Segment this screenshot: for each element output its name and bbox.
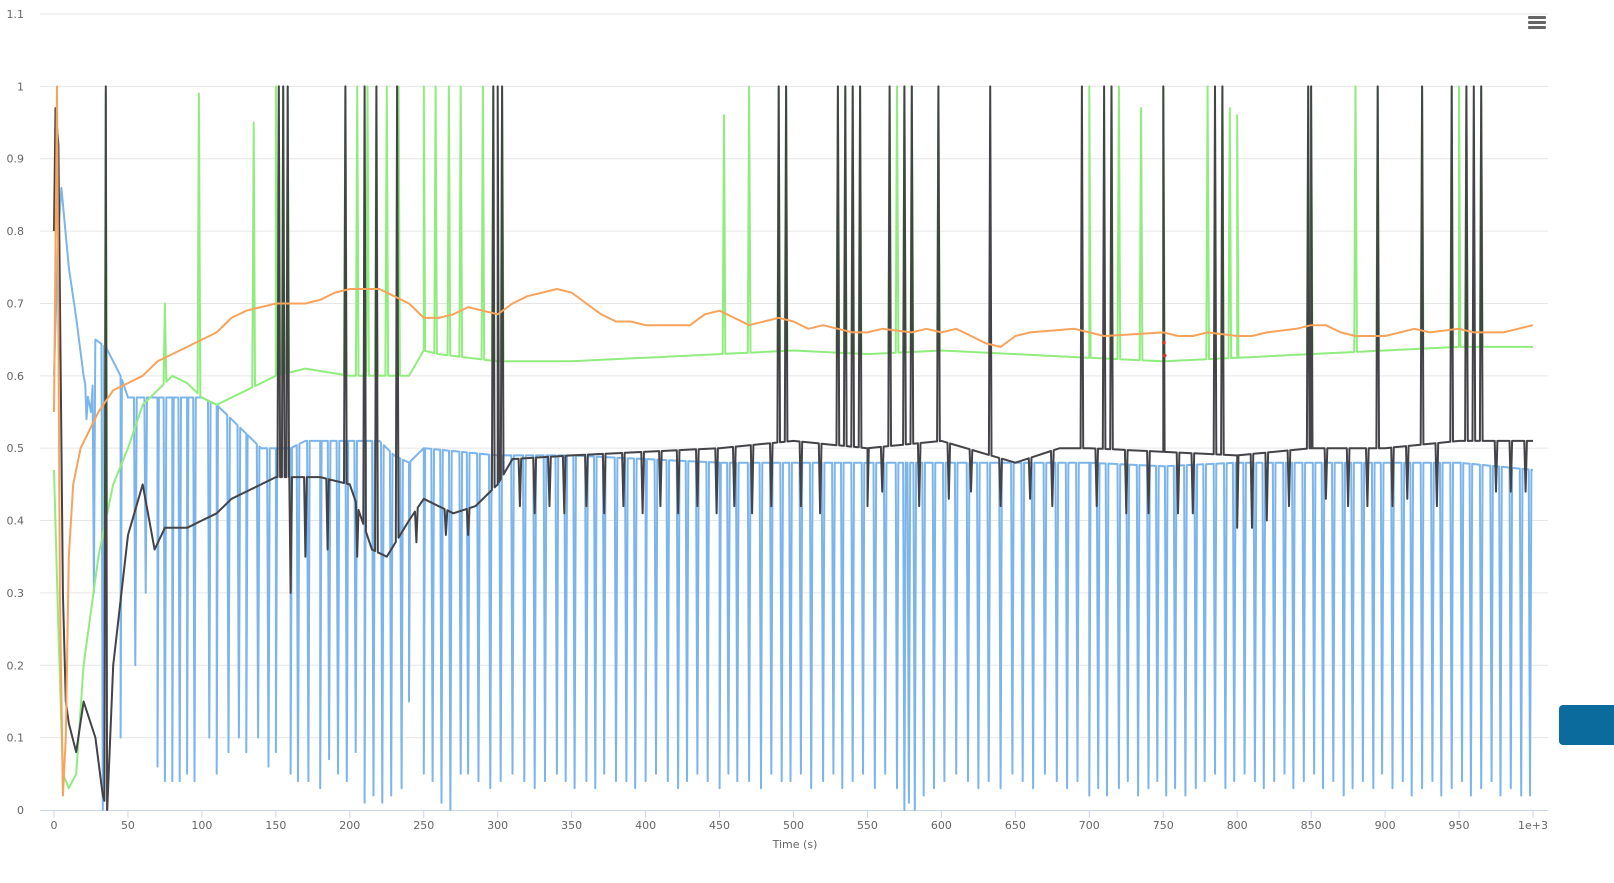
x-tick-label: 0: [51, 819, 58, 832]
y-axis-labels: 0 0.1 0.2 0.3 0.4 0.5 0.6 0.7 0.8 0.9 1 1.1: [7, 8, 25, 817]
series-group: [53, 85, 1534, 811]
x-tick-label: 550: [857, 819, 878, 832]
y-tick-label: 0.5: [7, 442, 25, 455]
x-tick-label: 250: [413, 819, 434, 832]
x-tick-label: 750: [1153, 819, 1174, 832]
series-line-2: [53, 85, 1533, 811]
x-tick-label: 200: [339, 819, 360, 832]
y-tick-label: 1.1: [7, 8, 25, 21]
x-tick-label: 100: [191, 819, 212, 832]
markers-group: [1162, 340, 1167, 358]
y-tick-label: 0.9: [7, 153, 25, 166]
x-tick-label: 500: [783, 819, 804, 832]
y-tick-label: 0.6: [7, 370, 25, 383]
series-line-0: [53, 186, 1534, 811]
x-axis-title: Time (s): [772, 838, 818, 851]
x-tick-label: 50: [121, 819, 135, 832]
x-tick-label: 850: [1301, 819, 1322, 832]
x-tick-label: 950: [1449, 819, 1470, 832]
y-tick-label: 0.2: [7, 659, 25, 672]
x-tick-label: 400: [635, 819, 656, 832]
y-tick-label: 0.7: [7, 297, 25, 310]
y-tick-label: 0.3: [7, 587, 25, 600]
x-tick-label: 300: [487, 819, 508, 832]
data-point-marker: [1162, 353, 1167, 358]
y-tick-label: 0: [17, 804, 24, 817]
x-tick-label: 800: [1227, 819, 1248, 832]
x-tick-label: 650: [1005, 819, 1026, 832]
x-tick-label: 450: [709, 819, 730, 832]
data-point-marker: [1162, 340, 1166, 345]
y-tick-label: 0.1: [7, 732, 25, 745]
y-tick-label: 0.4: [7, 515, 25, 528]
x-axis: 0 50 100 150 200 250 300 350 400 450 500 550 600 650 7…: [40, 810, 1548, 832]
x-tick-label: 900: [1375, 819, 1396, 832]
x-tick-label: 700: [1079, 819, 1100, 832]
y-tick-label: 0.8: [7, 225, 25, 238]
side-tab-button[interactable]: [1559, 705, 1614, 745]
y-tick-label: 1: [17, 80, 24, 93]
hamburger-menu-icon[interactable]: [1528, 16, 1546, 32]
series-line-3: [53, 85, 1534, 797]
x-tick-label: 150: [265, 819, 286, 832]
x-tick-label: 350: [561, 819, 582, 832]
x-tick-label: 600: [931, 819, 952, 832]
x-tick-label: 1e+3: [1518, 819, 1548, 832]
